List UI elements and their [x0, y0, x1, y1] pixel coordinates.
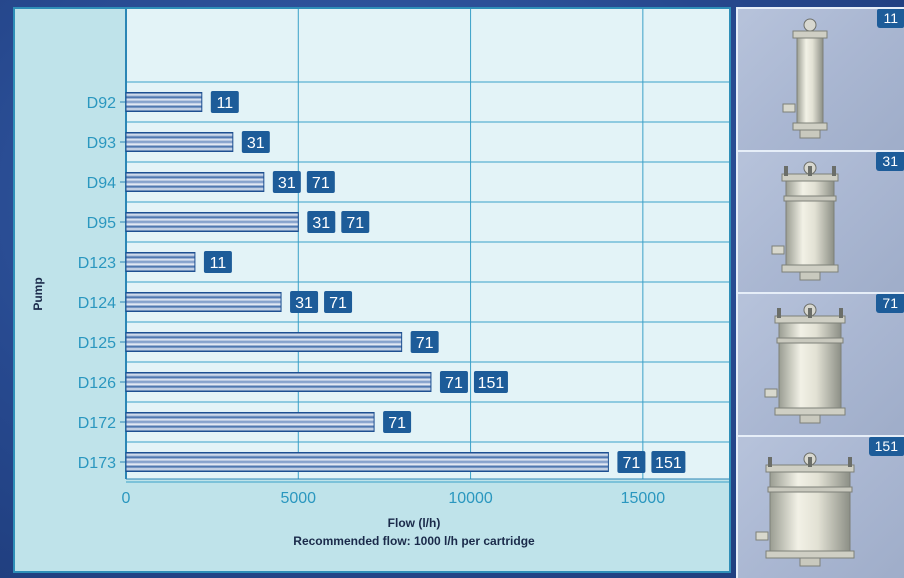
- category-label: D95: [87, 215, 116, 232]
- cartridge-badge-label: 151: [655, 455, 682, 472]
- cartridge-badge: [383, 411, 412, 433]
- category-label: D172: [78, 415, 116, 432]
- cartridge-badge-label: 71: [346, 215, 364, 232]
- cartridge-photo-11: 11: [736, 7, 904, 150]
- cartridge-badge-label: 11: [210, 255, 227, 272]
- cartridge-count-badge: 11: [877, 9, 904, 28]
- x-tick-label: 0: [122, 490, 131, 507]
- cartridge-count-badge: 71: [876, 294, 904, 313]
- cartridge-badge: [410, 331, 439, 353]
- bar: [125, 212, 299, 232]
- x-tick-label: 10000: [448, 490, 493, 507]
- category-label: D125: [78, 335, 116, 352]
- filter-housing-image: [755, 452, 855, 567]
- cartridge-badge-label: 151: [478, 375, 505, 392]
- cartridge-badge: [203, 251, 232, 273]
- cartridge-badge-label: 11: [217, 95, 234, 112]
- cartridge-badge: [473, 371, 508, 393]
- x-tick-label: 5000: [280, 490, 316, 507]
- y-axis-label: Pump: [31, 277, 45, 310]
- cartridge-badge: [341, 211, 370, 233]
- cartridge-photo-71: 71: [736, 292, 904, 435]
- x-tick-label: 15000: [621, 490, 666, 507]
- category-label: D92: [87, 95, 116, 112]
- cartridge-badge-label: 71: [416, 335, 434, 352]
- cartridge-badge-label: 31: [295, 295, 313, 312]
- cartridge-badge: [210, 91, 239, 113]
- filter-housing-image: [771, 161, 839, 281]
- cartridge-badge-label: 31: [312, 215, 330, 232]
- cartridge-badge-label: 31: [247, 135, 265, 152]
- cartridge-badge-label: 71: [312, 175, 330, 192]
- bar: [125, 332, 403, 352]
- cartridge-badge: [306, 171, 335, 193]
- category-label: D94: [87, 175, 116, 192]
- cartridge-badge: [617, 451, 646, 473]
- category-label: D126: [78, 375, 116, 392]
- cartridge-badge: [324, 291, 353, 313]
- category-label: D123: [78, 255, 116, 272]
- bar: [125, 172, 265, 192]
- cartridge-photo-strip: 11 31 71 151: [736, 7, 904, 578]
- cartridge-badge: [439, 371, 468, 393]
- cartridge-badge-label: 71: [388, 415, 406, 432]
- bar: [125, 252, 196, 272]
- cartridge-badge: [290, 291, 319, 313]
- cartridge-badge: [241, 131, 270, 153]
- bar: [125, 412, 375, 432]
- cartridge-photo-151: 151: [736, 435, 904, 578]
- bar: [125, 132, 234, 152]
- chart-subtitle: Recommended flow: 1000 l/h per cartridge: [293, 534, 535, 548]
- plot-area: [126, 9, 729, 479]
- bar: [125, 292, 282, 312]
- category-label: D124: [78, 295, 116, 312]
- cartridge-photo-31: 31: [736, 150, 904, 292]
- category-label: D173: [78, 455, 116, 472]
- cartridge-badge-label: 71: [329, 295, 347, 312]
- cartridge-badge-label: 71: [445, 375, 463, 392]
- cartridge-badge: [272, 171, 301, 193]
- flow-chart: 11 31 31 71 31 71 11 31 71 71 71 151 71 71 151 D92 D93 D…: [31, 9, 729, 548]
- cartridge-badge-label: 71: [623, 455, 641, 472]
- chart-panel: 11 31 31 71 31 71 11 31 71 71 71 151 71 71 151 D92 D93 D…: [13, 7, 731, 573]
- filter-housing-image: [782, 18, 828, 139]
- cartridge-count-badge: 151: [868, 437, 904, 456]
- category-label: D93: [87, 135, 116, 152]
- cartridge-badge-label: 31: [278, 175, 296, 192]
- x-axis-label: Flow (l/h): [388, 516, 441, 530]
- cartridge-count-badge: 31: [876, 152, 904, 171]
- bar: [125, 452, 609, 472]
- bar: [125, 92, 203, 112]
- cartridge-badge: [307, 211, 336, 233]
- bar: [125, 372, 432, 392]
- filter-housing-image: [764, 303, 846, 424]
- cartridge-badge: [651, 451, 686, 473]
